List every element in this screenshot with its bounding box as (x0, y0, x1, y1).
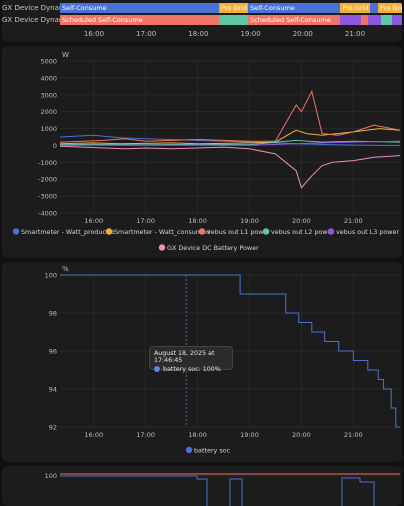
timeline-segment[interactable]: Self-Consume (60, 3, 220, 13)
tooltip-row: battery soc: 100% (154, 366, 228, 373)
x-tick-label: 19:00 (240, 217, 259, 225)
legend-label: Smartmeter - Watt_produced (21, 228, 114, 236)
timeline-segment[interactable] (367, 15, 382, 25)
series-line (60, 475, 208, 506)
y-tick-label: -1000 (38, 159, 57, 167)
timeline-segment[interactable]: Pro Grid (340, 3, 370, 13)
timeline-x-tick: 16:00 (84, 30, 104, 38)
timeline-x-tick: 19:00 (240, 30, 260, 38)
timeline-x-tick: 17:00 (136, 30, 156, 38)
legend-swatch (262, 228, 270, 235)
y-tick-label: 100 (45, 272, 57, 280)
y-tick-label: -2000 (38, 176, 57, 184)
timeline-segment[interactable]: Self-Consume (248, 3, 341, 13)
y-unit-label: W (62, 51, 69, 59)
partial-chart-panel: 100 (2, 466, 402, 506)
y-tick-label: 5000 (40, 58, 57, 66)
series-line (229, 478, 243, 506)
x-tick-label: 16:00 (84, 431, 103, 439)
timeline-row: GX Device Dynamic ESS...Scheduled Self-C… (2, 15, 402, 26)
legend-swatch (185, 446, 193, 454)
legend-swatch (12, 228, 20, 235)
y-tick-label: 3000 (40, 91, 57, 99)
timeline-segment[interactable] (369, 3, 379, 13)
x-tick-label: 17:00 (136, 217, 155, 225)
legend-label: vebus out L2 power (271, 228, 334, 236)
timeline-segment[interactable] (391, 15, 402, 25)
chart-tooltip: August 18, 2025 at 17:46:45 battery soc:… (149, 346, 233, 373)
y-tick-label: -3000 (38, 193, 57, 201)
legend-swatch (105, 228, 113, 235)
y-tick-label: 94 (49, 386, 57, 394)
timeline-x-axis: 16:00 17:00 18:00 19:00 20:00 21:00 (84, 30, 365, 38)
legend-swatch (198, 228, 206, 235)
x-tick-label: 20:00 (292, 217, 311, 225)
series-line (59, 140, 401, 146)
y-tick-label: 92 (49, 424, 57, 432)
y-tick-label: 98 (49, 310, 57, 318)
y-unit-label: % (62, 265, 69, 273)
series-line (60, 274, 400, 428)
timeline-x-tick: 18:00 (188, 30, 208, 38)
legend-label: battery soc (194, 447, 231, 455)
x-tick-label: 18:00 (188, 431, 207, 439)
series-line (59, 128, 401, 145)
legend-label: vebus out L3 power (336, 228, 399, 236)
series-line (59, 89, 401, 143)
timeline-segment[interactable]: Pro Grid (219, 3, 249, 13)
timeline-row: GX Device Dynamic ESS...Self-ConsumePro … (2, 3, 402, 14)
y-tick-label: 96 (49, 348, 57, 356)
y-tick-label: 2000 (40, 108, 57, 116)
x-tick-label: 17:00 (136, 431, 155, 439)
series-line (341, 477, 375, 506)
timeline-x-tick: 21:00 (345, 30, 365, 38)
y-tick-label: 100 (45, 472, 57, 480)
power-chart[interactable]: W 5000 4000 3000 2000 1000 0 -1000 -2000 -3000 -40… (2, 46, 402, 258)
series-line (59, 139, 401, 146)
y-tick-label: 1000 (40, 125, 57, 133)
legend-swatch (158, 244, 166, 251)
tooltip-swatch (154, 366, 160, 372)
y-tick-label: 0 (53, 142, 57, 150)
x-tick-label: 19:00 (240, 431, 259, 439)
x-tick-label: 16:00 (84, 217, 103, 225)
timeline-segment[interactable] (219, 15, 249, 25)
legend-label: vebus out L1 power (207, 228, 270, 236)
legend-swatch (327, 228, 335, 235)
timeline-segment[interactable] (381, 15, 392, 25)
series-line (59, 134, 400, 146)
timeline-segment[interactable] (340, 15, 361, 25)
timeline-segment[interactable]: Pro Grid (378, 3, 402, 13)
x-tick-label: 21:00 (344, 431, 363, 439)
legend-label: GX Device DC Battery Power (167, 244, 259, 252)
timeline-row-label: GX Device Dynamic ESS... (2, 16, 60, 24)
x-tick-label: 21:00 (344, 217, 363, 225)
timeline-row-label: GX Device Dynamic ESS... (2, 4, 60, 12)
y-tick-label: -4000 (38, 210, 57, 218)
partial-chart: 100 (45, 472, 400, 506)
y-tick-label: 4000 (40, 74, 57, 82)
tooltip-time: August 18, 2025 at 17:46:45 (154, 350, 215, 364)
tooltip-value: battery soc: 100% (163, 366, 221, 373)
timeline-panel: GX Device Dynamic ESS...Self-ConsumePro … (2, 0, 402, 42)
timeline-segment[interactable] (360, 15, 368, 25)
timeline-x-tick: 20:00 (293, 30, 313, 38)
legend-label: Smartmeter - Watt_consumed (114, 228, 210, 236)
series-line (59, 145, 401, 189)
timeline-segment[interactable]: Scheduled Self-Consume (248, 15, 341, 25)
x-tick-label: 18:00 (188, 217, 207, 225)
timeline-segment[interactable]: Scheduled Self-Consume (60, 15, 220, 25)
power-chart-panel: W 5000 4000 3000 2000 1000 0 -1000 -2000 -3000 -40… (2, 46, 402, 258)
x-tick-label: 20:00 (292, 431, 311, 439)
